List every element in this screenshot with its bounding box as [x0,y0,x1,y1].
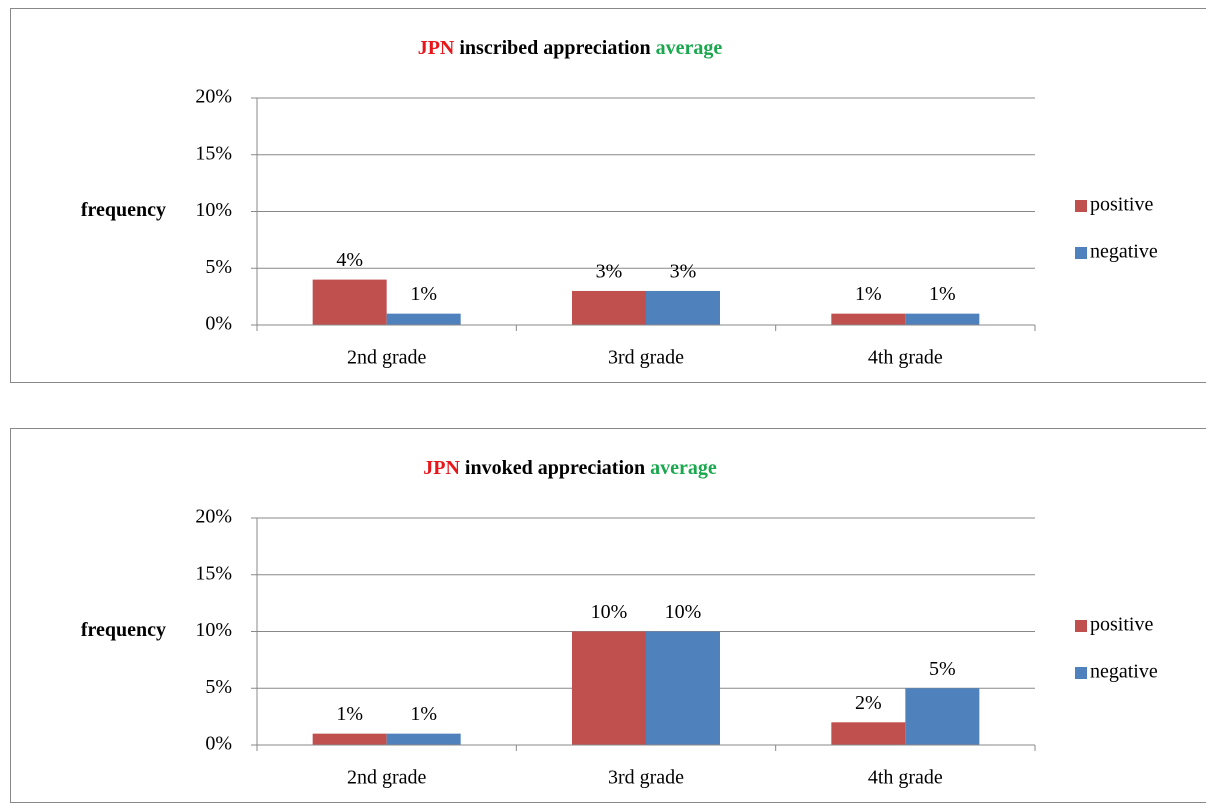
chart-border [10,8,1206,383]
data-label: 5% [929,658,956,680]
y-axis-label: frequency [81,199,166,221]
y-tick-label: 20% [195,86,232,108]
bar [312,733,387,745]
data-label: 2% [855,692,882,714]
y-tick-label: 15% [195,142,232,164]
y-tick-label: 0% [205,733,232,755]
chart-title: JPN inscribed appreciation average [418,37,723,59]
bar [572,631,646,745]
legend-label: negative [1090,661,1158,683]
bar [646,290,720,325]
legend-label: positive [1090,194,1153,216]
title-part: invoked appreciation [465,457,645,479]
y-tick-label: 10% [195,619,232,641]
x-tick-label: 2nd grade [347,767,427,789]
bar [905,688,980,745]
y-tick-label: 0% [205,313,232,335]
data-label: 3% [670,261,697,283]
legend-swatch [1075,667,1087,679]
title-part: JPN [418,37,455,59]
y-tick-label: 15% [195,562,232,584]
bar [905,313,980,325]
y-tick-label: 5% [205,256,232,278]
data-label: 10% [591,601,628,623]
data-label: 10% [665,601,702,623]
x-tick-label: 4th grade [868,347,943,369]
title-part: average [656,37,723,59]
bar [386,733,461,745]
data-label: 1% [855,283,882,305]
title-part: inscribed appreciation [459,37,650,59]
legend-swatch [1075,200,1087,212]
x-tick-label: 4th grade [868,767,943,789]
legend-label: positive [1090,614,1153,636]
legend-label: negative [1090,241,1158,263]
y-tick-label: 20% [195,506,232,528]
data-label: 1% [410,283,437,305]
bar [572,290,646,325]
data-label: 1% [336,703,363,725]
bar [386,313,461,325]
title-part: average [650,457,717,479]
bar [312,279,387,325]
x-tick-label: 2nd grade [347,347,427,369]
data-label: 1% [410,703,437,725]
legend-swatch [1075,620,1087,632]
bar [646,631,720,745]
x-tick-label: 3rd grade [608,767,684,789]
legend-swatch [1075,247,1087,259]
data-label: 3% [596,261,623,283]
title-part: JPN [423,457,460,479]
bar [831,313,906,325]
data-label: 4% [336,249,363,271]
y-tick-label: 10% [195,199,232,221]
y-axis-label: frequency [81,619,166,641]
bar [831,722,906,745]
y-tick-label: 5% [205,676,232,698]
data-label: 1% [929,283,956,305]
chart-title: JPN invoked appreciation average [423,457,717,479]
x-tick-label: 3rd grade [608,347,684,369]
